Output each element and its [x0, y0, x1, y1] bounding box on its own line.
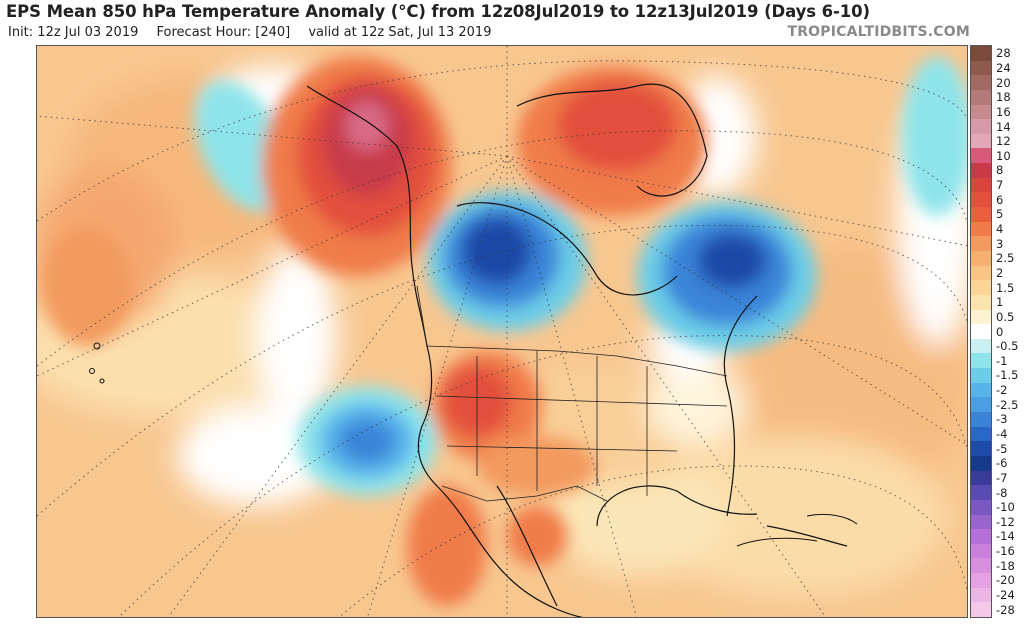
legend-label: -1.5 [996, 368, 1019, 383]
legend-label: -2 [996, 383, 1008, 398]
legend-label: -6 [996, 456, 1008, 471]
legend-swatch [971, 148, 991, 164]
legend-label: 1 [996, 295, 1004, 310]
legend-swatch [971, 602, 991, 618]
legend-label: 3 [996, 236, 1004, 251]
legend-label: -8 [996, 485, 1008, 500]
legend-label: 2 [996, 265, 1004, 280]
legend-label: -2.5 [996, 397, 1019, 412]
legend-label: 14 [996, 119, 1011, 134]
legend-swatch [971, 89, 991, 106]
legend-swatch [971, 207, 991, 223]
legend-swatch [971, 529, 991, 545]
legend-swatch [971, 104, 991, 120]
legend-swatch [971, 499, 991, 515]
anomaly-map[interactable] [36, 45, 968, 618]
legend-label: 20 [996, 75, 1011, 90]
islands [89, 342, 858, 547]
legend-label: 1.5 [996, 280, 1015, 295]
legend-swatch [971, 587, 991, 603]
legend-label: 2.5 [996, 251, 1015, 266]
legend-label: 10 [996, 148, 1011, 163]
legend-swatch [971, 543, 991, 559]
legend-swatch [971, 558, 991, 574]
political-borders [416, 285, 728, 502]
legend-label: -3 [996, 412, 1008, 427]
coastlines [306, 83, 848, 617]
color-legend [970, 45, 992, 618]
legend-label: 0 [996, 324, 1004, 339]
legend-swatch [971, 177, 991, 193]
graticule [37, 46, 967, 617]
legend-swatch [971, 265, 991, 281]
legend-label: -5 [996, 441, 1008, 456]
legend-label: -20 [996, 573, 1015, 588]
init-time: Init: 12z Jul 03 2019 [8, 25, 139, 40]
legend-label: -1 [996, 353, 1008, 368]
legend-label: 8 [996, 163, 1004, 178]
legend-swatch [971, 470, 991, 486]
legend-swatch [971, 426, 991, 442]
legend-label: -7 [996, 470, 1008, 485]
legend-swatch [971, 353, 991, 369]
forecast-hour: Forecast Hour: [240] [156, 25, 291, 40]
brand-watermark[interactable]: TROPICALTIDBITS.COM [787, 24, 970, 40]
legend-swatch [971, 338, 991, 354]
legend-swatch [971, 221, 991, 237]
legend-label: -12 [996, 514, 1015, 529]
legend-label: 12 [996, 134, 1011, 149]
legend-label: -10 [996, 500, 1015, 515]
legend-swatch [971, 485, 991, 501]
legend-swatch [971, 294, 991, 311]
legend-label: -18 [996, 558, 1015, 573]
legend-label: 7 [996, 178, 1004, 193]
legend-swatch [971, 324, 991, 340]
legend-swatch [971, 46, 991, 62]
anomaly-cores [42, 56, 967, 606]
legend-swatch [971, 163, 991, 179]
legend-label: 0.5 [996, 309, 1015, 324]
legend-swatch [971, 397, 991, 413]
legend-swatch [971, 412, 991, 428]
legend-label: -24 [996, 588, 1015, 603]
legend-swatch [971, 133, 991, 149]
legend-swatch [971, 119, 991, 135]
legend-label: 5 [996, 207, 1004, 222]
legend-swatch [971, 441, 991, 457]
legend-label: -0.5 [996, 339, 1019, 354]
legend-swatch [971, 60, 991, 76]
legend-label: 18 [996, 90, 1011, 105]
legend-swatch [971, 573, 991, 589]
legend-swatch [971, 192, 991, 208]
legend-swatch [971, 368, 991, 384]
legend-swatch [971, 236, 991, 252]
legend-label: 28 [996, 46, 1011, 61]
legend-label: -28 [996, 602, 1015, 617]
map-title: EPS Mean 850 hPa Temperature Anomaly (°C… [6, 2, 870, 21]
valid-time: valid at 12z Sat, Jul 13 2019 [308, 25, 492, 40]
legend-swatch [971, 280, 991, 296]
legend-swatch [971, 75, 991, 91]
legend-label: -14 [996, 529, 1015, 544]
legend-label: -4 [996, 426, 1008, 441]
legend-swatch [971, 309, 991, 325]
legend-label: 24 [996, 60, 1011, 75]
map-subtitle: Init: 12z Jul 03 2019 Forecast Hour: [24… [8, 25, 505, 40]
legend-label: -16 [996, 544, 1015, 559]
legend-swatch [971, 250, 991, 267]
legend-swatch [971, 382, 991, 398]
legend-label: 4 [996, 222, 1004, 236]
legend-label: 6 [996, 192, 1004, 207]
legend-label: 16 [996, 104, 1011, 119]
legend-swatch [971, 514, 991, 530]
legend-swatch [971, 455, 991, 472]
map-canvas [37, 46, 967, 617]
